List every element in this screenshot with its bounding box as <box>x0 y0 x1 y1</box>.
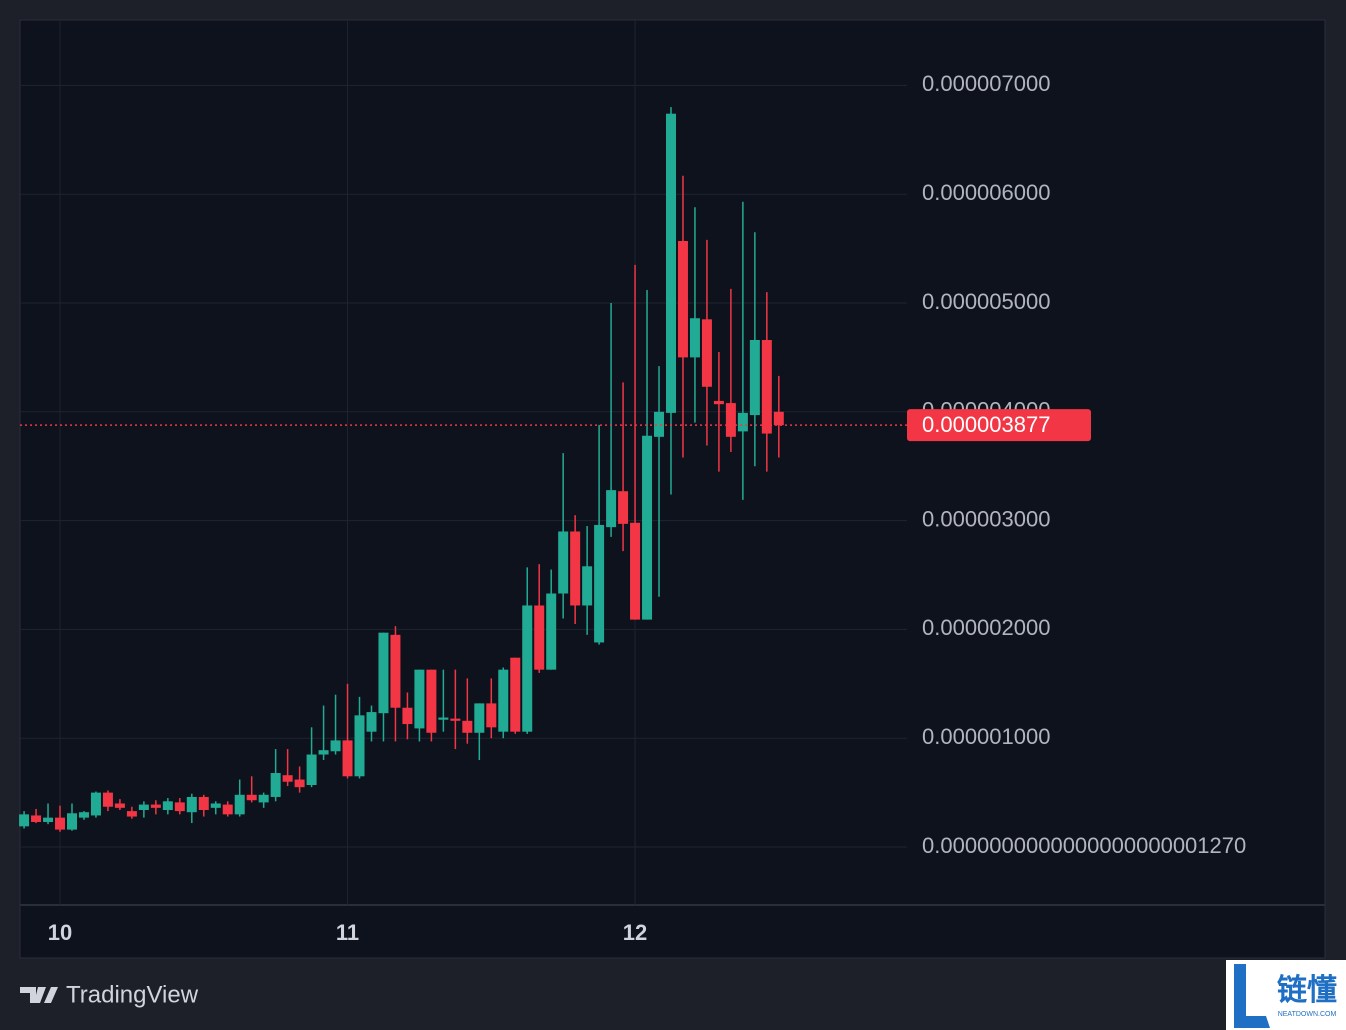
y-tick-label: 0.000005000 <box>922 289 1050 314</box>
candle-body <box>665 113 676 413</box>
brand-text: TradingView <box>66 981 199 1008</box>
y-tick-label: 0.000002000 <box>922 615 1050 640</box>
candle-body <box>713 400 724 405</box>
candle-body <box>234 794 245 815</box>
watermark-logo <box>1234 964 1270 1028</box>
candle-body <box>414 669 425 729</box>
watermark: 链懂 NEATDOWN.COM <box>1226 960 1346 1030</box>
y-tick-label: 0.000007000 <box>922 71 1050 96</box>
candle-body <box>474 703 485 733</box>
candle-body <box>701 319 712 387</box>
candle-body <box>138 804 149 811</box>
candle-body <box>342 740 353 777</box>
candle-body <box>198 796 209 811</box>
candle-body <box>773 411 784 426</box>
candle-body <box>354 715 365 777</box>
candle-body <box>78 812 89 818</box>
candle-body <box>570 531 581 606</box>
candle-body <box>55 817 66 830</box>
candle-body <box>558 531 569 594</box>
candle-body <box>618 491 629 524</box>
tradingview-logo: TradingView <box>20 981 199 1008</box>
candle-body <box>150 804 161 808</box>
candle-body <box>246 794 257 801</box>
candle-body <box>162 801 173 811</box>
candle-body <box>282 775 293 782</box>
candle-body <box>126 811 137 817</box>
candle-body <box>402 707 413 725</box>
candle-body <box>90 792 101 816</box>
candle-body <box>630 522 641 620</box>
candle-body <box>31 815 42 822</box>
candle-body <box>330 740 341 752</box>
candles <box>19 107 907 832</box>
candle-body <box>66 813 77 830</box>
y-tick-label: 0.000003000 <box>922 506 1050 531</box>
candle-body <box>737 412 748 432</box>
axis-labels: 0.0000000000000000000001270 0.000001000 0.… <box>48 71 1246 945</box>
candle-body <box>486 703 497 728</box>
x-tick-label: 10 <box>48 920 72 945</box>
candle-body <box>546 593 557 670</box>
candle-body <box>438 717 449 720</box>
candle-body <box>761 339 772 434</box>
candle-body <box>258 794 269 803</box>
candle-body <box>210 803 221 808</box>
candle-body <box>186 796 197 813</box>
candle-body <box>534 605 545 670</box>
x-tick-label: 12 <box>623 920 647 945</box>
candle-body <box>426 669 437 733</box>
candle-body <box>582 566 593 606</box>
candle-body <box>450 718 461 721</box>
candle-body <box>19 814 30 827</box>
candle-body <box>366 712 377 732</box>
watermark-sub: NEATDOWN.COM <box>1278 1011 1337 1018</box>
candle-body <box>606 490 617 528</box>
candle-body <box>306 754 317 785</box>
x-tick-label: 11 <box>336 920 359 945</box>
candle-body <box>594 524 605 643</box>
candle-body <box>462 720 473 733</box>
candle-body <box>318 750 329 755</box>
last-price-label: 0.000003877 <box>922 412 1050 437</box>
candle-body <box>378 632 389 714</box>
candle-body <box>498 669 509 732</box>
candle-body <box>642 435 653 620</box>
y-tick-label: 0.0000000000000000000001270 <box>922 833 1246 858</box>
candle-body <box>677 240 688 358</box>
candle-body <box>654 411 665 437</box>
candle-body <box>522 605 533 732</box>
watermark-text: 链懂 <box>1277 973 1337 1007</box>
candle-body <box>689 318 700 358</box>
candle-body <box>749 339 760 416</box>
y-tick-label: 0.000001000 <box>922 724 1050 749</box>
last-price-box <box>907 409 1091 442</box>
candle-body <box>510 657 521 732</box>
candle-body <box>725 403 736 437</box>
candle-body <box>222 804 233 815</box>
candle-body <box>390 634 401 708</box>
candle-body <box>294 779 305 788</box>
y-tick-label: 0.000006000 <box>922 180 1050 205</box>
candle-body <box>114 803 125 808</box>
candle-body <box>102 792 113 807</box>
candle-body <box>270 773 281 797</box>
candle-body <box>43 817 54 822</box>
logo-mark <box>20 987 58 1003</box>
candle-body <box>174 802 185 812</box>
